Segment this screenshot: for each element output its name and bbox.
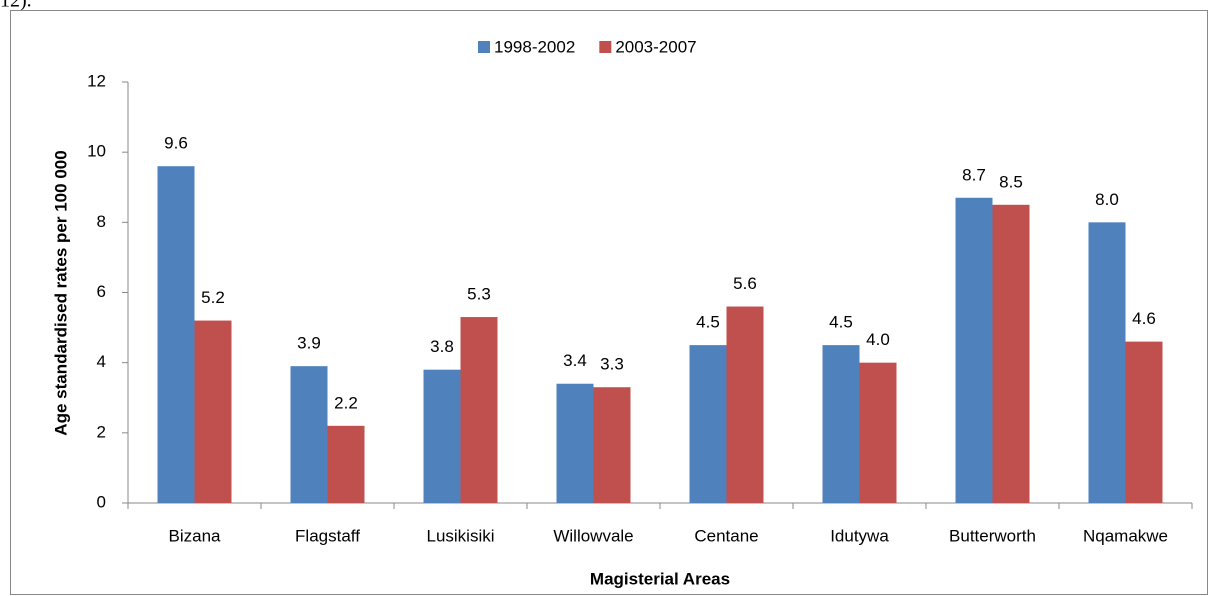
value-label: 5.2 (201, 288, 225, 307)
chart-border (10, 10, 1208, 595)
x-tick-label: Willowvale (553, 526, 633, 545)
value-label: 5.3 (467, 285, 491, 304)
x-tick-label: Butterworth (949, 526, 1036, 545)
bar (327, 425, 365, 503)
bar (992, 204, 1030, 503)
x-tick-label: Centane (694, 526, 758, 545)
y-tick-label: 10 (87, 142, 106, 161)
bar (955, 197, 993, 503)
bar (593, 387, 631, 503)
value-label: 9.6 (164, 134, 188, 153)
value-label: 2.2 (334, 393, 358, 412)
value-label: 5.6 (733, 274, 757, 293)
y-tick-label: 12 (87, 71, 106, 90)
value-label: 3.3 (600, 355, 624, 374)
bar (157, 166, 195, 503)
value-label: 3.8 (430, 337, 454, 356)
x-tick-label: Flagstaff (295, 526, 360, 545)
value-label: 8.7 (962, 165, 986, 184)
value-label: 4.0 (866, 330, 890, 349)
y-tick-label: 2 (97, 422, 106, 441)
bar (460, 317, 498, 503)
bar (1088, 222, 1126, 504)
legend-swatch (599, 41, 612, 53)
y-tick-label: 8 (97, 212, 106, 231)
value-label: 3.4 (563, 351, 587, 370)
x-tick-label: Nqamakwe (1083, 526, 1168, 545)
y-axis-title: Age standardised rates per 100 000 (51, 150, 70, 435)
bar (423, 369, 461, 503)
x-tick-label: Lusikisiki (426, 526, 494, 545)
bar (822, 345, 860, 503)
bar (290, 366, 328, 503)
value-label: 4.5 (696, 313, 720, 332)
x-axis-title: Magisterial Areas (590, 569, 730, 588)
legend-swatch (478, 41, 490, 53)
caption-fragment: 12). (0, 0, 32, 12)
value-label: 4.5 (829, 313, 853, 332)
value-label: 3.9 (297, 334, 321, 353)
bar (726, 306, 764, 503)
bar (556, 383, 594, 503)
y-tick-label: 6 (97, 282, 106, 301)
x-tick-label: Bizana (169, 526, 222, 545)
x-tick-label: Idutywa (830, 526, 889, 545)
bar (689, 345, 727, 503)
value-label: 8.0 (1095, 190, 1119, 209)
y-tick-label: 4 (97, 352, 106, 371)
bar (859, 362, 897, 503)
value-label: 8.5 (999, 172, 1023, 191)
bar (1125, 341, 1163, 503)
legend-label: 2003-2007 (615, 37, 696, 56)
y-tick-label: 0 (97, 492, 106, 511)
bar (194, 320, 232, 503)
value-label: 4.6 (1132, 309, 1156, 328)
legend-label: 1998-2002 (494, 37, 575, 56)
